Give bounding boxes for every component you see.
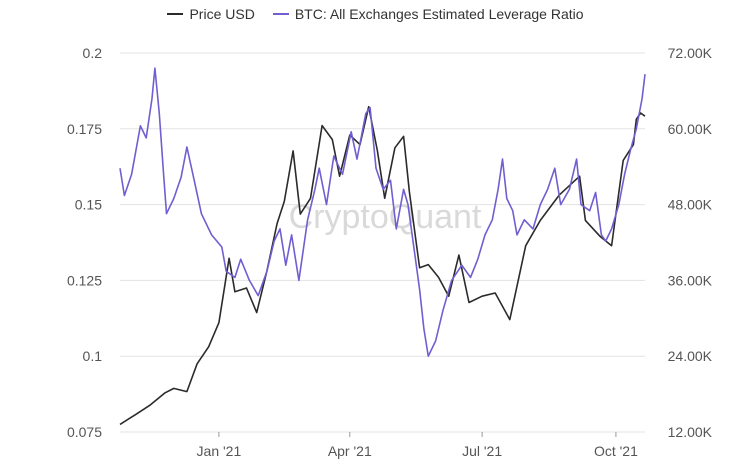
x-tick-label: Oct '21 — [594, 443, 638, 459]
left-tick-label: 0.15 — [75, 197, 102, 213]
left-tick-label: 0.2 — [83, 45, 103, 61]
left-tick-label: 0.075 — [67, 424, 102, 440]
series-line-price — [119, 105, 646, 426]
right-tick-label: 60.00K — [668, 121, 713, 137]
series-lines — [119, 67, 646, 426]
legend-swatch-leverage — [272, 13, 289, 15]
left-tick-label: 0.175 — [67, 121, 102, 137]
left-axis: 0.2 0.175 0.15 0.125 0.1 0.075 — [67, 45, 102, 440]
series-line-leverage — [119, 67, 646, 358]
x-tick-label: Jan '21 — [197, 443, 242, 459]
legend-item-leverage[interactable]: BTC: All Exchanges Estimated Leverage Ra… — [272, 6, 584, 22]
x-tick-label: Apr '21 — [328, 443, 372, 459]
right-tick-label: 72.00K — [668, 45, 713, 61]
legend-label-leverage: BTC: All Exchanges Estimated Leverage Ra… — [294, 6, 584, 22]
left-tick-label: 0.125 — [67, 272, 102, 288]
x-tick-label: Jul '21 — [462, 443, 502, 459]
chart-legend: Price USD BTC: All Exchanges Estimated L… — [0, 6, 751, 22]
watermark-text: CryptoQuant — [289, 198, 482, 236]
right-tick-label: 12.00K — [668, 424, 713, 440]
grid — [120, 52, 645, 433]
legend-label-price: Price USD — [189, 6, 255, 22]
legend-item-price[interactable]: Price USD — [167, 6, 255, 22]
left-tick-label: 0.1 — [83, 348, 103, 364]
x-axis: Jan '21 Apr '21 Jul '21 Oct '21 — [197, 432, 638, 459]
legend-swatch-price — [167, 13, 184, 15]
right-tick-label: 48.00K — [668, 197, 713, 213]
right-tick-label: 24.00K — [668, 348, 713, 364]
right-tick-label: 36.00K — [668, 272, 713, 288]
right-axis: 72.00K 60.00K 48.00K 36.00K 24.00K 12.00K — [668, 45, 713, 440]
